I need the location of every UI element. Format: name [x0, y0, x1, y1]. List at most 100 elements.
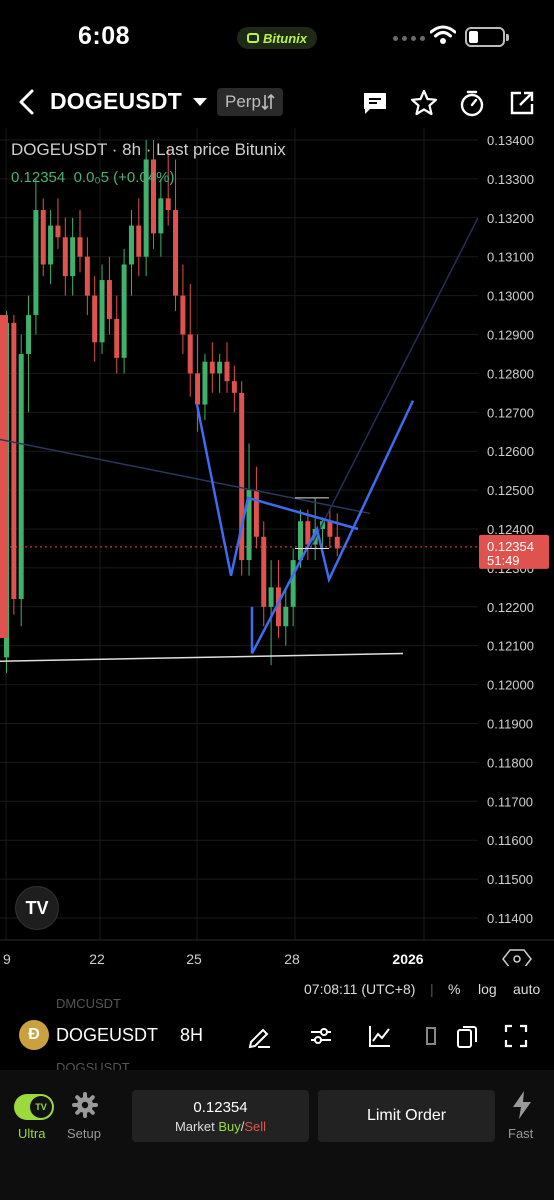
candle-body — [48, 225, 54, 265]
price-tick-label: 0.12500 — [487, 483, 534, 498]
swap-arrows-icon — [261, 93, 275, 111]
time-tick-label: 28 — [284, 951, 300, 966]
share-icon[interactable] — [508, 89, 536, 117]
more-tools-icon[interactable] — [425, 1022, 437, 1050]
fullscreen-icon[interactable] — [502, 1022, 530, 1050]
chart-clock: 07:08:11 (UTC+8) — [304, 981, 416, 997]
candle-body — [0, 315, 8, 638]
candle-body — [224, 361, 230, 382]
limit-order-button[interactable]: Limit Order — [318, 1090, 495, 1142]
candle-body — [165, 198, 171, 211]
candle-body — [26, 315, 32, 354]
market-sub-label: Market Buy/Sell — [174, 1119, 267, 1134]
price-chart[interactable]: 0.13400 0.13300 0.13200 0.13100 0.13000 0.129… — [0, 128, 554, 966]
auto-scale-toggle[interactable]: auto — [513, 981, 541, 997]
legend-price: 0.12354 — [11, 169, 66, 186]
candle-body — [84, 256, 90, 296]
market-buy: Buy — [218, 1119, 241, 1134]
header: DOGEUSDT Perp — [0, 76, 554, 128]
candle-body — [106, 280, 112, 319]
candle-body — [253, 490, 259, 537]
percent-scale-toggle[interactable]: % — [448, 981, 461, 997]
price-tick-label: 0.11400 — [487, 911, 533, 926]
chat-icon[interactable] — [361, 89, 389, 117]
tv-toggle-icon: TV — [30, 1096, 52, 1118]
chart-canvas[interactable]: 0.13400 0.13300 0.13200 0.13100 0.13000 0.129… — [0, 128, 554, 966]
candle-body — [136, 225, 142, 257]
back-icon[interactable] — [14, 88, 40, 116]
chart-toolbar: DMCUSDT DOGSUSDT Ð DOGEUSDT 8H — [0, 996, 554, 1075]
price-tick-label: 0.12100 — [487, 639, 534, 654]
time-tick-label: 25 — [186, 951, 202, 966]
candle-body — [158, 198, 164, 234]
candle-body — [239, 392, 245, 561]
trade-footer: TV Ultra Setup 0.12354 Market Buy/Sell L… — [0, 1070, 554, 1200]
brand-name: Bitunix — [262, 30, 308, 46]
price-tick-label: 0.11600 — [487, 833, 533, 848]
trend-line-faint — [0, 438, 371, 515]
perp-badge[interactable]: Perp — [217, 88, 283, 116]
time-tick-label: 2026 — [392, 951, 423, 966]
indicator-chart-icon[interactable] — [366, 1022, 394, 1050]
price-tick-label: 0.13200 — [487, 211, 534, 226]
chart-legend-title: DOGEUSDT · 8h · Last price Bitunix — [11, 140, 286, 159]
pair-selector[interactable]: Ð DOGEUSDT — [19, 1020, 158, 1050]
timer-icon[interactable] — [458, 89, 486, 117]
chevron-down-icon[interactable] — [193, 98, 207, 106]
ultra-toggle[interactable]: TV — [14, 1094, 54, 1120]
market-order-button[interactable]: 0.12354 Market Buy/Sell — [132, 1090, 309, 1142]
candle-body — [11, 322, 17, 600]
candle-body — [246, 490, 252, 561]
candle-body — [187, 334, 193, 374]
candle-body — [70, 237, 76, 277]
pattern-drawing — [250, 400, 415, 655]
price-tick-label: 0.13300 — [487, 172, 534, 187]
star-icon[interactable] — [410, 89, 438, 117]
candle-body — [62, 237, 68, 277]
candle-body — [209, 361, 215, 374]
price-tick-label: 0.11700 — [487, 794, 533, 809]
interval-selector[interactable]: 8H — [180, 1025, 204, 1045]
copy-icon[interactable] — [454, 1022, 482, 1050]
chart-settings-icon — [502, 949, 532, 966]
candle-body — [92, 295, 98, 343]
last-price-countdown: 51:49 — [487, 553, 520, 568]
doge-coin-icon: Ð — [19, 1020, 49, 1050]
candle-body — [261, 536, 267, 607]
price-tick-label: 0.12200 — [487, 600, 534, 615]
candle-body — [77, 237, 83, 257]
price-tick-label: 0.11800 — [487, 755, 533, 770]
log-scale-toggle[interactable]: log — [478, 981, 497, 997]
candle-body — [298, 521, 303, 561]
candle-body — [290, 560, 296, 607]
signal-icon — [393, 36, 425, 41]
pattern-drawing — [195, 404, 359, 576]
last-price-badge — [479, 534, 549, 569]
prev-pair-ghost: DMCUSDT — [56, 996, 121, 1011]
battery-icon — [465, 27, 509, 47]
settings-sliders-icon[interactable] — [307, 1022, 335, 1050]
time-tick-label: 22 — [89, 951, 105, 966]
candle-body — [40, 210, 46, 265]
status-bar: 6:08 Bitunix — [0, 0, 554, 76]
candle-body — [202, 361, 208, 405]
support-line — [0, 652, 404, 663]
lightning-icon[interactable] — [510, 1090, 534, 1120]
candle-body — [33, 210, 39, 316]
brand-logo-icon — [246, 33, 259, 43]
gear-icon[interactable] — [72, 1092, 98, 1118]
legend-change: 0.0₀5 (+0.04%) — [73, 169, 175, 186]
market-price: 0.12354 — [193, 1099, 248, 1116]
price-tick-label: 0.13400 — [487, 133, 534, 148]
tradingview-logo[interactable]: TV — [15, 886, 59, 930]
price-tick-label: 0.12000 — [487, 678, 534, 693]
price-tick-label: 0.12700 — [487, 405, 534, 420]
market-sell: Sell — [244, 1119, 267, 1134]
chart-settings-icon-center — [513, 955, 521, 963]
candle-body — [195, 373, 201, 405]
trend-line-faint — [309, 217, 479, 549]
price-tick-label: 0.11900 — [487, 717, 533, 732]
draw-pen-icon[interactable] — [246, 1022, 274, 1050]
pair-title[interactable]: DOGEUSDT — [50, 88, 182, 114]
candle-body — [173, 210, 179, 296]
